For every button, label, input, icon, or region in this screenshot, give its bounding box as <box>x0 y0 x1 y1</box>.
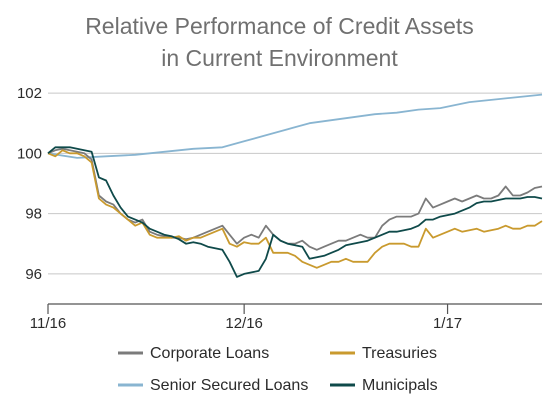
legend-label-municipals: Municipals <box>362 377 438 394</box>
legend-label-treasuries: Treasuries <box>362 345 437 362</box>
legend: Corporate Loans Treasuries Senior Secured … <box>118 345 438 394</box>
x-tick-label-12/16: 12/16 <box>225 315 263 332</box>
x-tick-label-11/16: 11/16 <box>30 315 66 332</box>
series-line-corporate-loans <box>47 147 543 251</box>
chart-title-line-1: Relative Performance of Credit Assets <box>85 13 474 39</box>
chart-title-line-2: in Current Environment <box>161 45 398 71</box>
y-tick-label-96: 96 <box>25 266 42 283</box>
series-group <box>47 93 543 278</box>
y-tick-label-98: 98 <box>25 206 42 223</box>
legend-label-senior-secured-loans: Senior Secured Loans <box>150 377 308 394</box>
series-line-senior-secured-loans <box>47 93 543 159</box>
grid-lines <box>48 92 542 275</box>
x-tick-label-1/17: 1/17 <box>433 315 462 332</box>
series-line-treasuries <box>47 149 543 269</box>
chart-title: Relative Performance of Credit Assets in… <box>0 10 559 74</box>
x-axis: 11/16 12/16 1/17 <box>30 303 542 332</box>
y-axis: 96 98 100 102 <box>17 85 42 283</box>
legend-label-corporate-loans: Corporate Loans <box>150 345 269 362</box>
y-tick-label-102: 102 <box>17 85 42 102</box>
y-tick-label-100: 100 <box>17 145 42 162</box>
series-line-municipals <box>47 146 543 278</box>
